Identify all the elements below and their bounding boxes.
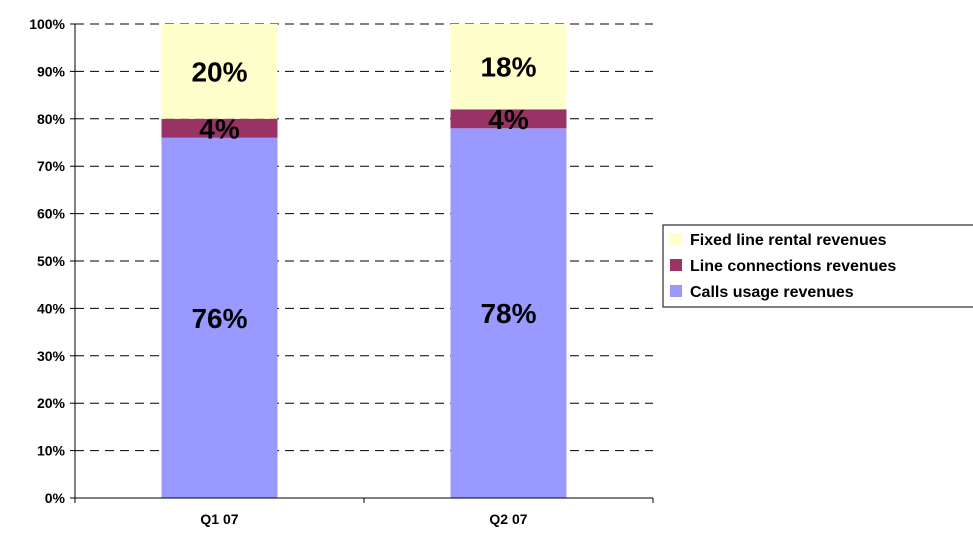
y-tick-label: 70% <box>37 158 66 174</box>
bars <box>161 24 567 498</box>
y-tick-label: 100% <box>29 16 65 32</box>
bar-segment <box>450 24 567 110</box>
y-tick-label: 30% <box>37 348 66 364</box>
y-tick-label: 20% <box>37 395 66 411</box>
data-label: 4% <box>199 113 240 144</box>
y-tick-label: 0% <box>45 490 66 506</box>
legend: Fixed line rental revenues Line connectio… <box>662 224 973 308</box>
legend-swatch <box>670 285 682 297</box>
y-tick-label: 50% <box>37 253 66 269</box>
data-label: 20% <box>191 56 247 87</box>
bar-segment <box>450 109 567 129</box>
data-labels: 76% 4% 20% 78% 4% 18% <box>191 52 536 334</box>
x-category-label: Q1 07 <box>200 511 238 527</box>
bar-segment <box>161 137 278 498</box>
data-label: 18% <box>480 52 536 83</box>
legend-swatch <box>670 259 682 271</box>
y-tick-label: 10% <box>37 443 66 459</box>
y-tick-label: 90% <box>37 63 66 79</box>
data-label: 4% <box>488 104 529 135</box>
legend-label: Calls usage revenues <box>690 284 854 301</box>
legend-label: Fixed line rental revenues <box>690 232 887 249</box>
bar-segment <box>161 24 278 119</box>
bar-segment <box>161 118 278 138</box>
y-tick-label: 60% <box>37 206 66 222</box>
legend-box <box>662 224 973 308</box>
y-tick-label: 40% <box>37 300 66 316</box>
axes: 0% 10% 20% 30% 40% 50% 60% 70% 80% 90% 100% Q1 07 Q2… <box>29 16 654 527</box>
legend-swatch <box>670 233 682 245</box>
data-label: 78% <box>480 298 536 329</box>
y-tick-label: 80% <box>37 111 66 127</box>
x-category-label: Q2 07 <box>489 511 527 527</box>
legend-label: Line connections revenues <box>690 258 896 275</box>
data-label: 76% <box>191 303 247 334</box>
bar-segment <box>450 128 567 498</box>
